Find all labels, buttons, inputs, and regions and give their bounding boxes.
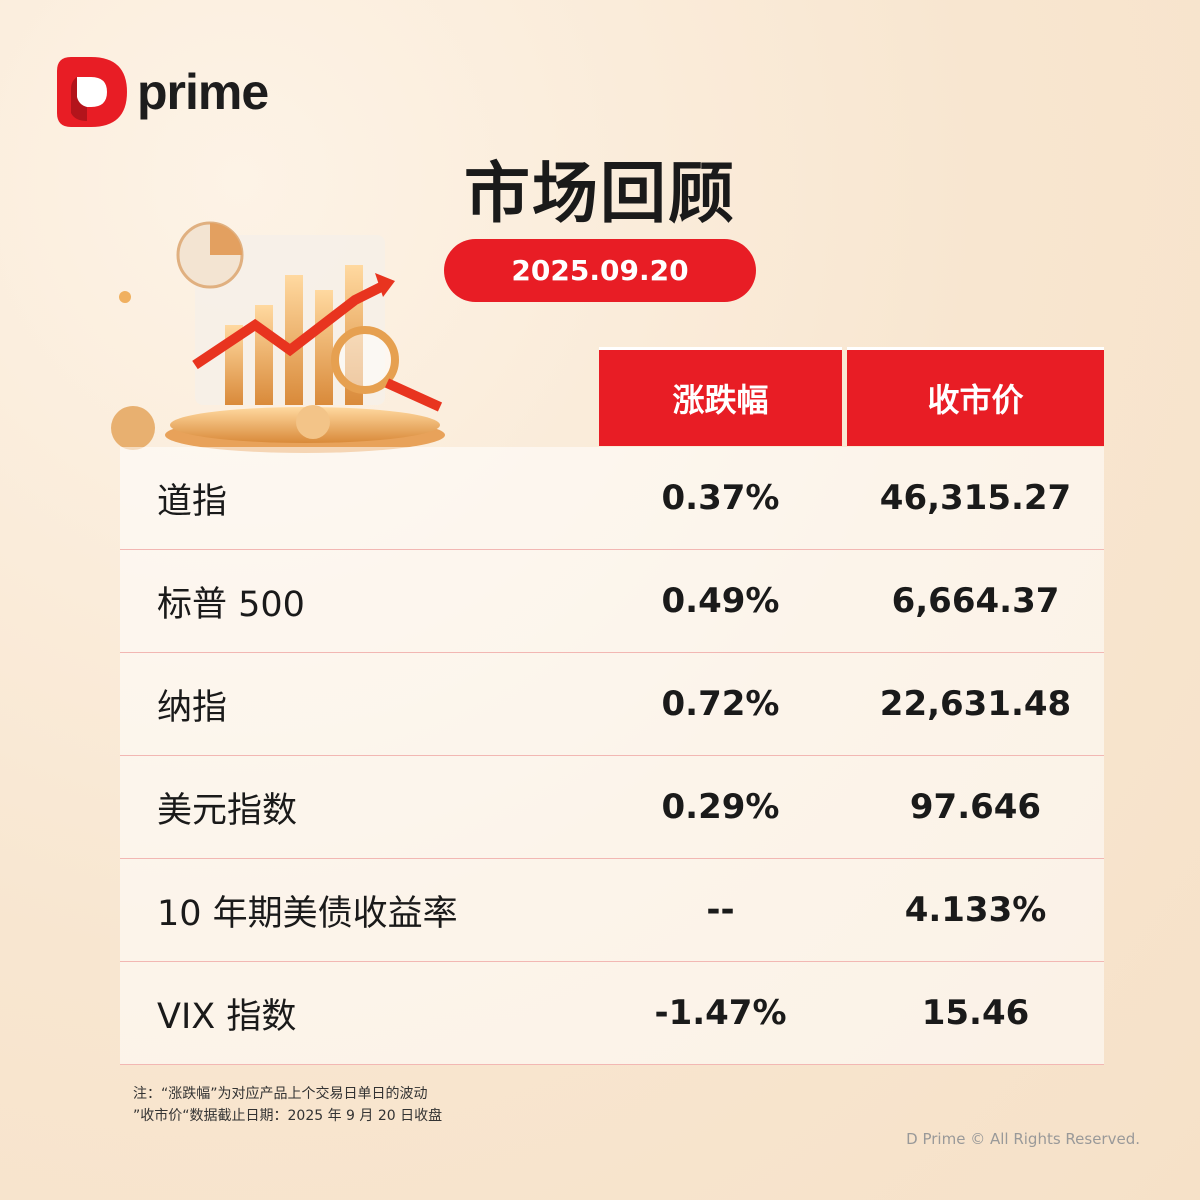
close-value: 22,631.48 xyxy=(879,684,1072,724)
change-value: 0.29% xyxy=(661,787,780,827)
close-value: 4.133% xyxy=(904,890,1047,930)
table-row: VIX 指数 -1.47% 15.46 xyxy=(120,962,1104,1065)
index-name: 10 年期美债收益率 xyxy=(157,893,458,934)
table-row: 标普 500 0.49% 6,664.37 xyxy=(120,550,1104,653)
change-value: 0.49% xyxy=(661,581,780,621)
footnote-line: ”收市价“数据截止日期：2025 年 9 月 20 日收盘 xyxy=(133,1108,443,1124)
chart-illustration xyxy=(111,221,445,453)
page-title: 市场回顾 xyxy=(464,155,736,232)
change-value: 0.37% xyxy=(661,478,780,518)
logo-text: prime xyxy=(137,64,269,120)
index-name: 纳指 xyxy=(157,687,228,728)
header-change: 涨跌幅 xyxy=(599,347,842,446)
table-row: 美元指数 0.29% 97.646 xyxy=(120,756,1104,859)
close-value: 97.646 xyxy=(909,787,1042,827)
close-value: 15.46 xyxy=(921,993,1030,1033)
index-name: VIX 指数 xyxy=(157,996,297,1037)
header-close: 收市价 xyxy=(847,347,1104,446)
table-row: 纳指 0.72% 22,631.48 xyxy=(120,653,1104,756)
index-name: 美元指数 xyxy=(157,790,298,831)
close-value: 46,315.27 xyxy=(879,478,1072,518)
change-value: -1.47% xyxy=(654,993,787,1033)
footnote-line: 注：“涨跌幅”为对应产品上个交易日单日的波动 xyxy=(133,1086,428,1102)
close-value: 6,664.37 xyxy=(891,581,1060,621)
copyright: D Prime © All Rights Reserved. xyxy=(906,1130,1140,1148)
table-row: 道指 0.37% 46,315.27 xyxy=(120,447,1104,550)
market-table: 道指 0.37% 46,315.27 标普 500 0.49% 6,664.37 纳指 0… xyxy=(120,447,1104,1065)
logo: prime xyxy=(57,57,269,127)
index-name: 标普 500 xyxy=(157,584,305,625)
change-value: 0.72% xyxy=(661,684,780,724)
change-value: -- xyxy=(706,890,735,930)
footnote: 注：“涨跌幅”为对应产品上个交易日单日的波动 ”收市价“数据截止日期：2025 … xyxy=(133,1083,442,1127)
index-name: 道指 xyxy=(157,481,228,522)
table-row: 10 年期美债收益率 -- 4.133% xyxy=(120,859,1104,962)
date-badge: 2025.09.20 xyxy=(444,239,756,302)
d-prime-logo-icon xyxy=(57,57,127,127)
